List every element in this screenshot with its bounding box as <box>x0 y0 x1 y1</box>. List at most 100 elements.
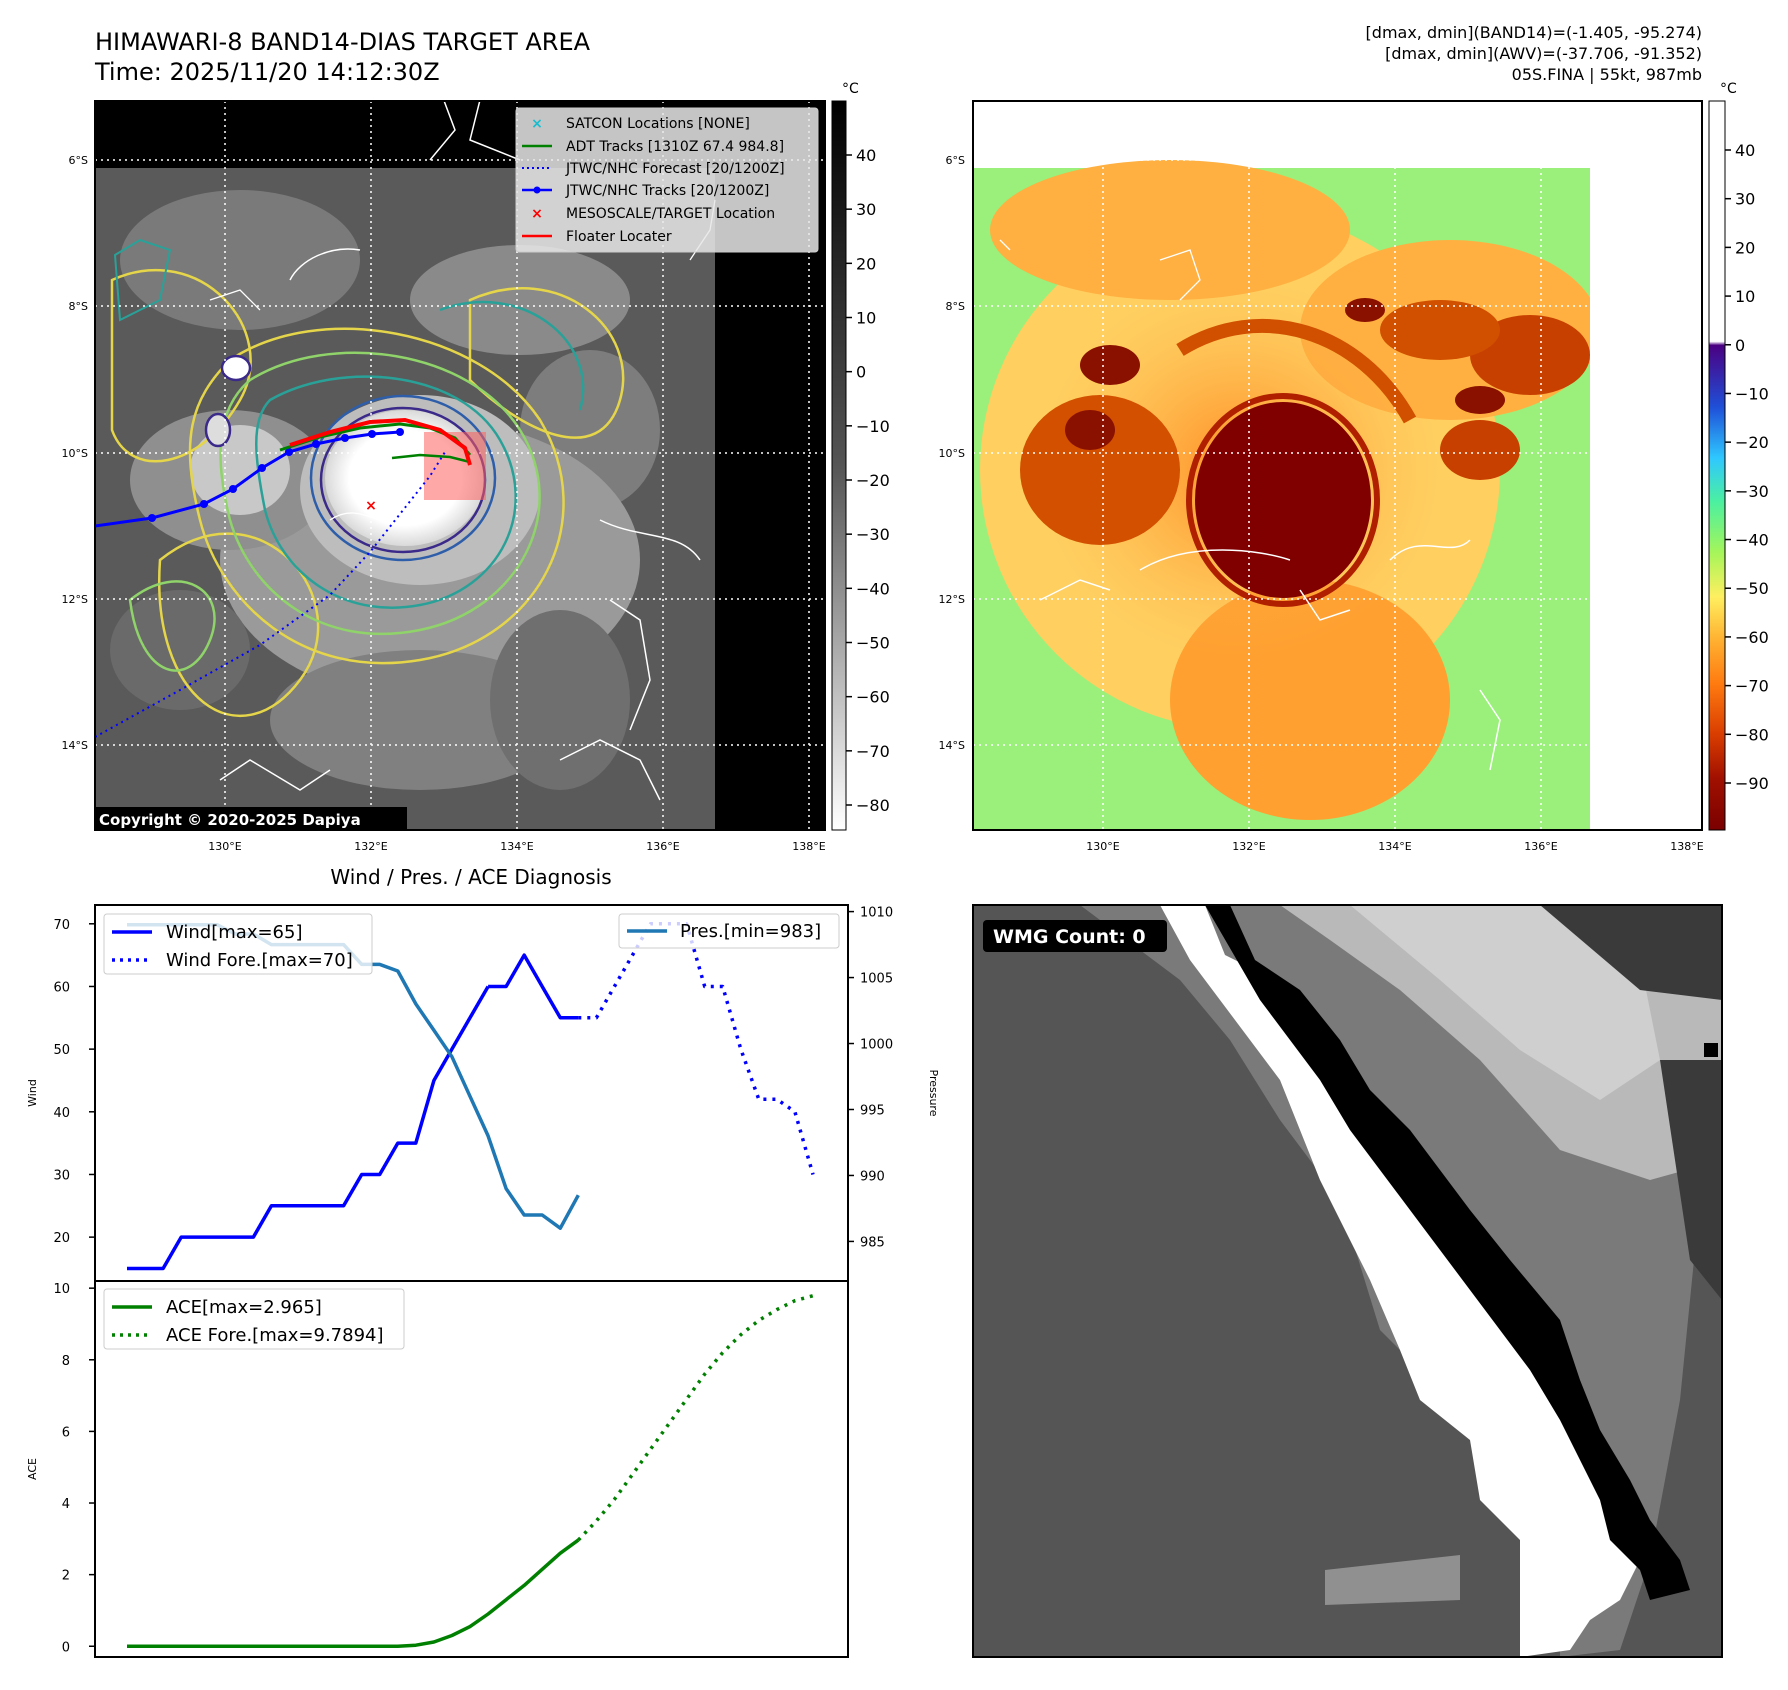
ace-series <box>127 1294 814 1649</box>
wind-line <box>488 953 579 1020</box>
legend-jtwc-forecast: JTWC/NHC Forecast [20/1200Z] <box>565 161 785 177</box>
ir-colorbar-tick-label: −60 <box>856 688 890 707</box>
ir-lat-labels: 6°S 8°S 10°S 12°S 14°S <box>62 154 88 752</box>
wv-colorbar-tick-label: −70 <box>1735 677 1769 696</box>
ace-tick-label: 4 <box>62 1497 70 1512</box>
wv-colorbar-tick-label: 0 <box>1735 336 1745 355</box>
lon-label: 132°E <box>354 840 387 853</box>
wmg-count-box <box>983 920 1167 952</box>
legend-wind: Wind[max=65] <box>166 922 303 943</box>
ace-tick-label: 6 <box>62 1425 70 1440</box>
ir-map-legend: × SATCON Locations [NONE] ADT Tracks [13… <box>515 107 819 253</box>
ir-lon-labels: 130°E 132°E 134°E 136°E 138°E <box>208 840 825 853</box>
wv-map-frame <box>972 100 1703 831</box>
wv-colorbar-tick-label: −80 <box>1735 725 1769 744</box>
ace-axis-ticks: 0 2 4 6 8 10 <box>53 1282 95 1655</box>
wv-cold-core <box>1195 402 1371 598</box>
ir-colorbar: °C 40 30 20 10 0 −10 −20 −30 −40 −50 −60 −70 −80 <box>831 81 890 831</box>
pressure-tick-label: 1005 <box>860 972 893 987</box>
pressure-axis-label: Pressure <box>927 1070 940 1117</box>
ir-colorbar-tick-label: −80 <box>856 796 890 815</box>
info-storm-id: 05S.FINA | 55kt, 987mb <box>1512 65 1702 84</box>
ir-map-panel: × × SATCON Locations [NONE] ADT Tracks [… <box>62 100 826 853</box>
lat-label: 10°S <box>62 447 88 460</box>
ace-chart: ACE 0 2 4 6 8 10 ACE[max=2.965] ACE Fore.[max… <box>26 1280 849 1658</box>
lon-label: 136°E <box>1524 840 1557 853</box>
legend-wind-forecast: Wind Fore.[max=70] <box>166 950 353 971</box>
svg-text:×: × <box>531 206 543 222</box>
ace-legend: ACE[max=2.965] ACE Fore.[max=9.7894] <box>103 1288 405 1350</box>
lat-label: 8°S <box>69 300 88 313</box>
lon-label: 130°E <box>208 840 241 853</box>
floater-box <box>424 432 486 500</box>
wind-line <box>127 985 490 1271</box>
ir-colorbar-tick-label: 40 <box>856 146 876 165</box>
legend-ace-forecast: ACE Fore.[max=9.7894] <box>166 1325 384 1346</box>
lat-label: 8°S <box>946 300 965 313</box>
wv-colorbar-tick-label: 20 <box>1735 238 1755 257</box>
wv-colorbar-tick-label: −40 <box>1735 531 1769 550</box>
wv-colorbar-tick-label: 40 <box>1735 141 1755 160</box>
lat-label: 6°S <box>946 154 965 167</box>
lon-label: 138°E <box>1670 840 1703 853</box>
wv-colorbar-tick-label: 30 <box>1735 190 1755 209</box>
legend-jtwc-tracks: JTWC/NHC Tracks [20/1200Z] <box>565 183 769 199</box>
svg-text:×: × <box>531 116 543 132</box>
wv-colorbar-bar <box>1708 100 1726 831</box>
lat-label: 10°S <box>939 447 965 460</box>
ir-colorbar-tick-label: 20 <box>856 254 876 273</box>
lon-label: 130°E <box>1086 840 1119 853</box>
legend-ace: ACE[max=2.965] <box>166 1297 322 1318</box>
wv-colorbar-tick-label: 10 <box>1735 287 1755 306</box>
legend-floater: Floater Locater <box>566 229 672 245</box>
wmg-count-label: WMG Count: 0 <box>993 926 1146 948</box>
pressure-tick-label: 1000 <box>860 1038 893 1053</box>
wind-pressure-chart: Wind Pressure 20 30 40 50 60 70 985 990 995 1000… <box>26 904 940 1282</box>
wind-tick-label: 40 <box>53 1106 70 1121</box>
wmg-imagery <box>1080 905 1722 1657</box>
pressure-tick-label: 990 <box>860 1169 885 1184</box>
lat-label: 12°S <box>939 593 965 606</box>
jtwc-track-points <box>148 428 404 522</box>
wv-colorbar-tick-label: −90 <box>1735 774 1769 793</box>
wind-tick-label: 60 <box>53 980 70 995</box>
legend-pressure: Pres.[min=983] <box>680 921 821 942</box>
legend-satcon: SATCON Locations [NONE] <box>566 116 750 132</box>
ir-map-frame <box>94 100 826 831</box>
wv-colorbar-tick-label: −10 <box>1735 384 1769 403</box>
wind-axis-ticks: 20 30 40 50 60 70 <box>53 918 95 1246</box>
ir-colorbar-tick-label: 10 <box>856 309 876 328</box>
wv-colorbar-unit: °C <box>1720 81 1737 97</box>
wv-lat-labels: 6°S 8°S 10°S 12°S 14°S <box>939 154 965 752</box>
info-awv-range: [dmax, dmin](AWV)=(-37.706, -91.352) <box>1385 44 1702 63</box>
pressure-tick-label: 995 <box>860 1103 885 1118</box>
wmg-panel: WMG Count: 0 <box>972 904 1723 1658</box>
ace-tick-label: 10 <box>53 1282 70 1297</box>
floater-track-line <box>289 417 472 466</box>
ace-line <box>127 1538 580 1649</box>
wind-tick-label: 50 <box>53 1043 70 1058</box>
wv-colorbar: °C 40 30 20 10 0 −10 −20 −30 −40 −50 −60 −70 −80 −90 <box>1708 81 1769 831</box>
diag-title: Wind / Pres. / ACE Diagnosis <box>330 865 611 889</box>
wind-forecast-line <box>578 922 815 1175</box>
copyright-box <box>95 807 407 831</box>
jtwc-track-line <box>95 430 401 528</box>
ir-colorbar-tick-label: −10 <box>856 417 890 436</box>
ir-colorbar-tick-label: 0 <box>856 363 866 382</box>
lon-label: 134°E <box>500 840 533 853</box>
wmg-frame <box>972 904 1723 1658</box>
ir-colorbar-tick-label: −50 <box>856 634 890 653</box>
lon-label: 136°E <box>646 840 679 853</box>
lat-label: 6°S <box>69 154 88 167</box>
wv-map-panel: 6°S 8°S 10°S 12°S 14°S 130°E 132°E 134°E… <box>939 100 1704 853</box>
lon-label: 132°E <box>1232 840 1265 853</box>
wv-colorbar-tick-label: −60 <box>1735 628 1769 647</box>
figure-time: Time: 2025/11/20 14:12:30Z <box>94 58 440 86</box>
lon-label: 134°E <box>1378 840 1411 853</box>
ir-colorbar-bar <box>831 100 847 831</box>
copyright-text: Copyright © 2020-2025 Dapiya <box>99 811 361 829</box>
ir-colorbar-tick-label: 30 <box>856 200 876 219</box>
ace-tick-label: 0 <box>62 1640 70 1655</box>
wv-colorbar-tick-label: −50 <box>1735 579 1769 598</box>
